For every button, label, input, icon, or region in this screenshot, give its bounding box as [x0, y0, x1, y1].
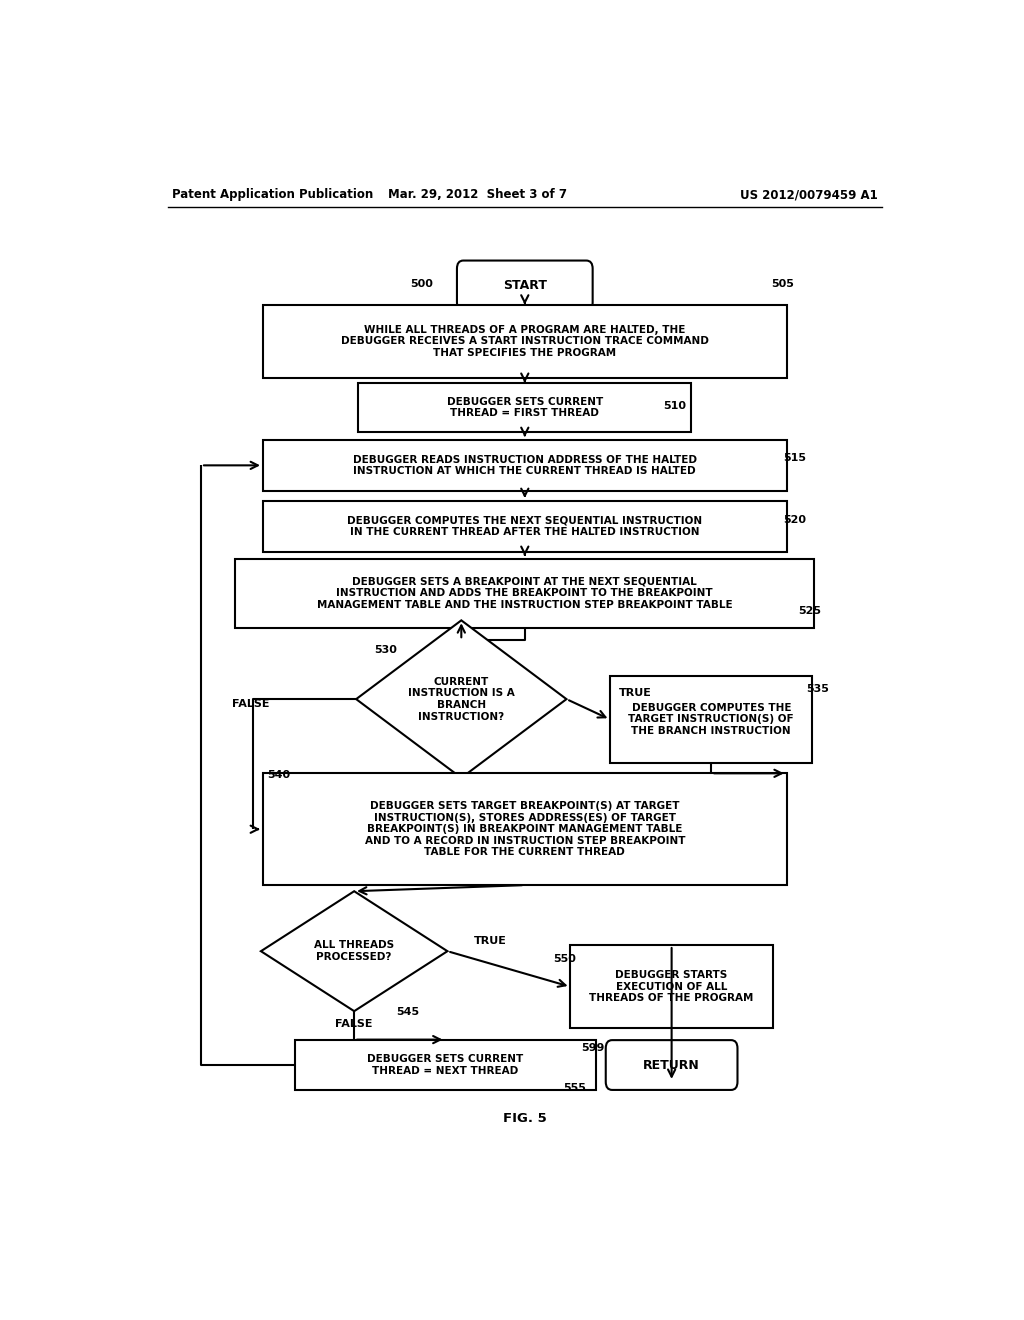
FancyBboxPatch shape [457, 260, 593, 310]
Bar [263, 774, 786, 886]
Bar [295, 1040, 596, 1090]
Text: DEBUGGER SETS A BREAKPOINT AT THE NEXT SEQUENTIAL
INSTRUCTION AND ADDS THE BREAK: DEBUGGER SETS A BREAKPOINT AT THE NEXT S… [317, 577, 732, 610]
Text: 530: 530 [374, 645, 397, 655]
Text: DEBUGGER READS INSTRUCTION ADDRESS OF THE HALTED
INSTRUCTION AT WHICH THE CURREN: DEBUGGER READS INSTRUCTION ADDRESS OF TH… [353, 454, 696, 477]
Bar [570, 945, 773, 1028]
Bar [358, 383, 691, 432]
Bar [263, 440, 786, 491]
Text: 545: 545 [396, 1007, 420, 1018]
Text: 535: 535 [807, 684, 829, 694]
Text: 515: 515 [782, 453, 806, 463]
Bar [610, 676, 812, 763]
Bar [263, 305, 786, 378]
Text: 599: 599 [581, 1043, 604, 1053]
Text: TRUE: TRUE [618, 688, 651, 698]
Text: FALSE: FALSE [336, 1019, 373, 1030]
Text: FIG. 5: FIG. 5 [503, 1113, 547, 1126]
Text: 520: 520 [782, 515, 806, 525]
Text: 500: 500 [411, 280, 433, 289]
Text: Patent Application Publication: Patent Application Publication [172, 189, 373, 202]
Polygon shape [356, 620, 566, 777]
Text: FALSE: FALSE [232, 700, 269, 709]
Text: ALL THREADS
PROCESSED?: ALL THREADS PROCESSED? [314, 940, 394, 962]
Bar [236, 558, 814, 628]
Text: 505: 505 [771, 280, 794, 289]
Text: DEBUGGER STARTS
EXECUTION OF ALL
THREADS OF THE PROGRAM: DEBUGGER STARTS EXECUTION OF ALL THREADS… [590, 970, 754, 1003]
Text: 550: 550 [554, 954, 577, 965]
Text: RETURN: RETURN [643, 1059, 700, 1072]
Text: US 2012/0079459 A1: US 2012/0079459 A1 [740, 189, 878, 202]
Text: DEBUGGER SETS TARGET BREAKPOINT(S) AT TARGET
INSTRUCTION(S), STORES ADDRESS(ES) : DEBUGGER SETS TARGET BREAKPOINT(S) AT TA… [365, 801, 685, 858]
Text: 555: 555 [563, 1084, 586, 1093]
Text: 525: 525 [799, 606, 821, 615]
Text: DEBUGGER SETS CURRENT
THREAD = FIRST THREAD: DEBUGGER SETS CURRENT THREAD = FIRST THR… [446, 396, 603, 418]
Text: START: START [503, 279, 547, 292]
Text: 540: 540 [267, 771, 291, 780]
Text: WHILE ALL THREADS OF A PROGRAM ARE HALTED, THE
DEBUGGER RECEIVES A START INSTRUC: WHILE ALL THREADS OF A PROGRAM ARE HALTE… [341, 325, 709, 358]
Text: TRUE: TRUE [474, 936, 507, 946]
FancyBboxPatch shape [606, 1040, 737, 1090]
Text: CURRENT
INSTRUCTION IS A
BRANCH
INSTRUCTION?: CURRENT INSTRUCTION IS A BRANCH INSTRUCT… [408, 677, 515, 722]
Polygon shape [261, 891, 447, 1011]
Text: DEBUGGER COMPUTES THE NEXT SEQUENTIAL INSTRUCTION
IN THE CURRENT THREAD AFTER TH: DEBUGGER COMPUTES THE NEXT SEQUENTIAL IN… [347, 516, 702, 537]
Text: 510: 510 [664, 401, 687, 412]
Text: DEBUGGER COMPUTES THE
TARGET INSTRUCTION(S) OF
THE BRANCH INSTRUCTION: DEBUGGER COMPUTES THE TARGET INSTRUCTION… [629, 702, 794, 737]
Bar [263, 500, 786, 552]
Text: DEBUGGER SETS CURRENT
THREAD = NEXT THREAD: DEBUGGER SETS CURRENT THREAD = NEXT THRE… [368, 1055, 523, 1076]
Text: Mar. 29, 2012  Sheet 3 of 7: Mar. 29, 2012 Sheet 3 of 7 [388, 189, 566, 202]
